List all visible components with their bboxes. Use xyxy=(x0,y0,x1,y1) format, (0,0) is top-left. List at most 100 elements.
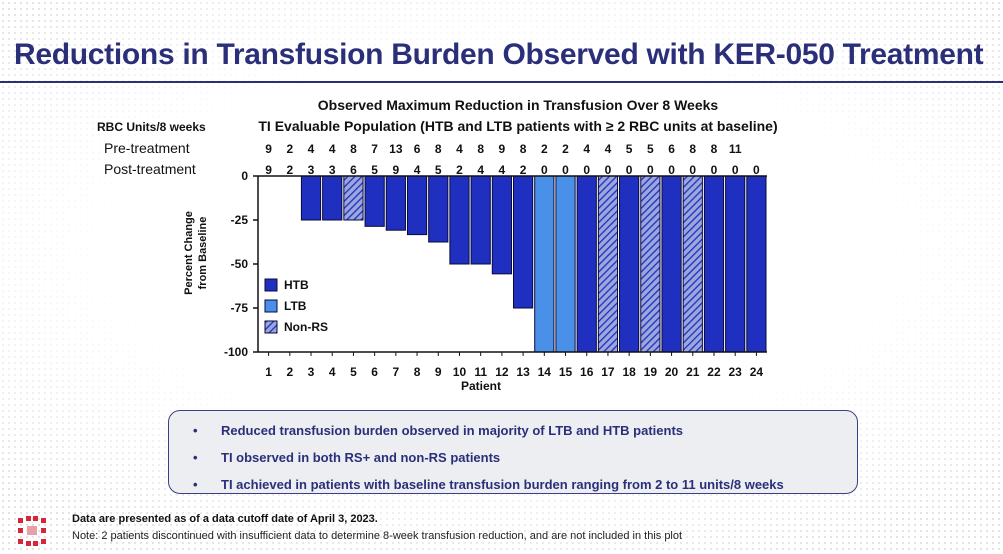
legend-label: HTB xyxy=(284,278,309,292)
post-treatment-value: 0 xyxy=(668,163,675,177)
x-tick-label: 9 xyxy=(435,365,442,379)
pre-treatment-value: 13 xyxy=(389,142,403,156)
y-tick-label: -25 xyxy=(231,213,249,227)
pre-treatment-value: 8 xyxy=(477,142,484,156)
x-tick-label: 10 xyxy=(453,365,467,379)
pre-treatment-value: 9 xyxy=(265,142,272,156)
post-treatment-value: 5 xyxy=(435,163,442,177)
y-axis-label-line1: Percent Change xyxy=(183,211,195,295)
pre-treatment-value: 2 xyxy=(286,142,293,156)
y-tick-label: 0 xyxy=(241,169,248,183)
bar-patient-15 xyxy=(555,175,576,353)
post-treatment-value: 4 xyxy=(477,163,484,177)
x-tick-label: 19 xyxy=(644,365,658,379)
bar-patient-12 xyxy=(491,175,512,275)
y-tick-label: -75 xyxy=(231,301,249,315)
x-tick-label: 8 xyxy=(414,365,421,379)
bar-patient-5 xyxy=(343,175,364,221)
post-treatment-value: 6 xyxy=(350,163,357,177)
finding-bullet: TI observed in both RS+ and non-RS patie… xyxy=(193,444,857,471)
post-treatment-value: 5 xyxy=(371,163,378,177)
post-treatment-value: 2 xyxy=(456,163,463,177)
bar-patient-23 xyxy=(725,175,746,353)
pre-treatment-value: 8 xyxy=(435,142,442,156)
post-treatment-value: 0 xyxy=(711,163,718,177)
x-tick-label: 20 xyxy=(665,365,679,379)
x-tick-label: 6 xyxy=(371,365,378,379)
chart-title: Observed Maximum Reduction in Transfusio… xyxy=(318,97,719,113)
x-tick-label: 14 xyxy=(538,365,552,379)
post-treatment-value: 0 xyxy=(753,163,760,177)
bar-patient-13 xyxy=(513,175,534,309)
legend-label: LTB xyxy=(284,299,307,313)
bar-patient-14 xyxy=(534,175,555,353)
legend-swatch-ltb xyxy=(264,299,278,313)
pre-treatment-value: 8 xyxy=(350,142,357,156)
bar-patient-21 xyxy=(682,175,703,353)
post-treatment-value: 0 xyxy=(583,163,590,177)
bar-patient-22 xyxy=(703,175,725,353)
bar-patient-9 xyxy=(428,175,449,243)
bar-patient-20 xyxy=(661,175,682,353)
bar-patient-19 xyxy=(640,175,661,353)
x-tick-label: 16 xyxy=(580,365,594,379)
post-treatment-value: 4 xyxy=(414,163,421,177)
post-treatment-value: 0 xyxy=(689,163,696,177)
x-tick-label: 3 xyxy=(308,365,315,379)
pre-treatment-value: 7 xyxy=(371,142,378,156)
legend-swatch-htb xyxy=(264,278,278,292)
pre-treatment-value: 8 xyxy=(520,142,527,156)
x-tick-label: 17 xyxy=(601,365,615,379)
x-tick-label: 21 xyxy=(686,365,700,379)
post-treatment-value: 2 xyxy=(520,163,527,177)
x-tick-label: 24 xyxy=(750,365,764,379)
bar-patient-7 xyxy=(385,175,406,231)
post-treatment-label: Post-treatment xyxy=(104,161,196,177)
pre-treatment-value: 4 xyxy=(583,142,590,156)
post-treatment-value: 0 xyxy=(562,163,569,177)
x-tick-label: 2 xyxy=(286,365,293,379)
pre-treatment-value: 8 xyxy=(689,142,696,156)
x-tick-label: 4 xyxy=(329,365,336,379)
post-treatment-value: 3 xyxy=(329,163,336,177)
bar-patient-18 xyxy=(619,175,640,353)
bar-patient-3 xyxy=(300,175,322,221)
row-header: RBC Units/8 weeks xyxy=(97,120,206,134)
pre-treatment-value: 5 xyxy=(647,142,654,156)
x-axis-label: Patient xyxy=(461,379,501,393)
legend-swatch-non-rs xyxy=(264,320,278,334)
y-tick-label: -100 xyxy=(224,345,248,359)
pre-treatment-value: 4 xyxy=(456,142,463,156)
pre-treatment-label: Pre-treatment xyxy=(104,140,190,156)
x-tick-label: 18 xyxy=(622,365,636,379)
pre-treatment-value: 4 xyxy=(605,142,612,156)
x-tick-label: 11 xyxy=(474,365,487,379)
post-treatment-value: 0 xyxy=(647,163,654,177)
key-findings-box: Reduced transfusion burden observed in m… xyxy=(168,410,858,498)
company-logo-icon xyxy=(18,516,46,546)
post-treatment-value: 0 xyxy=(732,163,739,177)
pre-treatment-value: 2 xyxy=(562,142,569,156)
x-tick-label: 1 xyxy=(265,365,272,379)
finding-bullet: TI achieved in patients with baseline tr… xyxy=(193,471,857,498)
title-divider xyxy=(0,81,1003,83)
x-tick-label: 13 xyxy=(516,365,530,379)
bar-patient-6 xyxy=(364,175,385,227)
legend-label: Non-RS xyxy=(284,320,328,334)
pre-treatment-value: 4 xyxy=(308,142,315,156)
post-treatment-value: 2 xyxy=(286,163,293,177)
pre-treatment-value: 9 xyxy=(499,142,506,156)
x-tick-label: 5 xyxy=(350,365,357,379)
bar-patient-4 xyxy=(322,175,343,221)
pre-treatment-value: 6 xyxy=(414,142,421,156)
post-treatment-value: 9 xyxy=(393,163,400,177)
discontinued-note: Note: 2 patients discontinued with insuf… xyxy=(72,530,683,542)
data-cutoff-note: Data are presented as of a data cutoff d… xyxy=(72,513,378,525)
x-tick-label: 15 xyxy=(559,365,573,379)
y-axis-label-line2: from Baseline xyxy=(197,217,209,290)
post-treatment-value: 9 xyxy=(265,163,272,177)
x-tick-label: 12 xyxy=(495,365,509,379)
pre-treatment-value: 6 xyxy=(668,142,675,156)
pre-treatment-value: 11 xyxy=(729,142,742,156)
post-treatment-value: 0 xyxy=(626,163,633,177)
